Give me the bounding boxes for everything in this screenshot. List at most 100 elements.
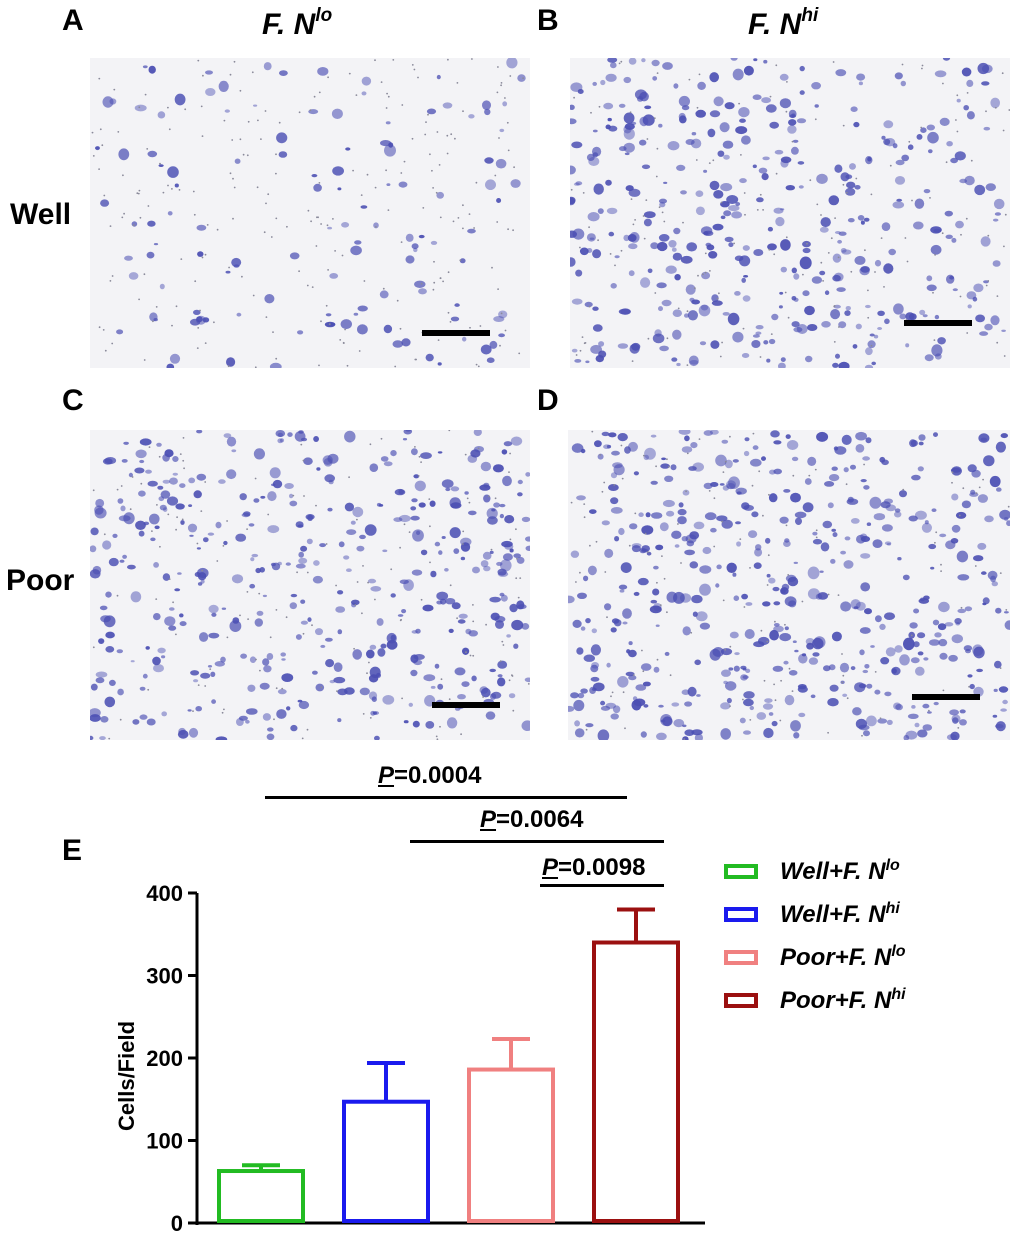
membrane-pore: [258, 592, 261, 595]
stained-cell: [116, 649, 123, 654]
stained-cell: [374, 735, 380, 740]
membrane-pore: [285, 616, 288, 619]
stained-cell: [120, 505, 126, 512]
stained-cell: [869, 496, 882, 509]
stained-cell: [179, 621, 187, 627]
stained-cell: [413, 659, 423, 666]
stained-cell: [224, 109, 230, 113]
stained-cell: [253, 498, 260, 503]
membrane-pore: [418, 455, 421, 458]
legend-swatch: [724, 863, 758, 879]
membrane-pore: [996, 341, 999, 344]
stained-cell: [90, 714, 101, 722]
membrane-pore: [815, 536, 818, 539]
stained-cell: [791, 146, 799, 155]
membrane-pore: [403, 160, 406, 163]
stained-cell: [246, 708, 258, 715]
stained-cell: [659, 345, 669, 352]
stained-cell: [743, 730, 751, 735]
stained-cell: [525, 536, 530, 542]
stained-cell: [1001, 329, 1006, 332]
membrane-pore: [951, 471, 954, 474]
stained-cell: [964, 606, 973, 612]
stained-cell: [881, 135, 886, 140]
stained-cell: [992, 714, 998, 718]
membrane-pore: [942, 82, 944, 85]
stained-cell: [938, 601, 950, 613]
stained-cell: [979, 331, 989, 336]
membrane-pore: [156, 504, 158, 506]
membrane-pore: [822, 280, 824, 282]
membrane-pore: [982, 478, 984, 481]
membrane-pore: [940, 570, 942, 572]
stained-cell: [651, 512, 663, 519]
stained-cell: [215, 521, 222, 529]
stained-cell: [607, 117, 612, 122]
stained-cell: [726, 480, 736, 489]
stained-cell: [312, 575, 323, 584]
stained-cell: [989, 475, 1001, 488]
stained-cell: [403, 720, 409, 724]
stained-cell: [956, 550, 969, 563]
stained-cell: [754, 548, 763, 557]
stained-cell: [913, 221, 924, 230]
membrane-pore: [791, 140, 794, 143]
stained-cell: [500, 559, 512, 572]
stained-cell: [755, 331, 762, 335]
stained-cell: [860, 533, 868, 540]
membrane-pore: [500, 312, 503, 315]
stained-cell: [671, 357, 678, 362]
stained-cell: [430, 570, 437, 578]
membrane-pore: [447, 271, 450, 274]
stained-cell: [382, 695, 395, 705]
stained-cell: [840, 172, 850, 182]
stained-cell: [572, 619, 582, 628]
stained-cell: [788, 670, 798, 676]
stained-cell: [844, 310, 851, 316]
stained-cell: [197, 251, 204, 257]
membrane-pore: [247, 120, 250, 123]
stained-cell: [109, 98, 117, 105]
stained-cell: [644, 447, 656, 460]
membrane-pore: [739, 538, 742, 540]
stained-cell: [993, 688, 998, 692]
membrane-pore: [579, 349, 582, 352]
stained-cell: [963, 105, 969, 111]
stained-cell: [161, 711, 167, 717]
stained-cell: [639, 139, 647, 146]
stained-cell: [380, 140, 392, 147]
stained-cell: [945, 234, 953, 239]
stained-cell: [319, 543, 326, 548]
stained-cell: [653, 565, 659, 570]
stained-cell: [934, 314, 940, 320]
stained-cell: [135, 449, 147, 459]
stained-cell: [678, 502, 684, 508]
stained-cell: [412, 529, 424, 542]
stained-cell: [196, 224, 207, 231]
stained-cell: [951, 524, 961, 533]
membrane-pore: [762, 209, 764, 211]
membrane-pore: [515, 577, 518, 580]
membrane-pore: [845, 191, 848, 194]
stained-cell: [643, 704, 649, 708]
membrane-pore: [450, 133, 453, 136]
membrane-pore: [933, 339, 936, 341]
membrane-pore: [775, 64, 778, 67]
stained-cell: [594, 440, 602, 448]
stained-cell: [768, 338, 776, 345]
stained-cell: [836, 287, 846, 292]
membrane-pore: [942, 689, 945, 692]
stained-cell: [262, 594, 267, 598]
stained-cell: [285, 562, 291, 566]
stained-cell: [604, 548, 614, 558]
membrane-pore: [522, 77, 524, 79]
stained-cell: [699, 622, 710, 630]
stained-cell: [205, 88, 216, 96]
membrane-pore: [336, 690, 338, 692]
stained-cell: [756, 712, 767, 720]
membrane-pore: [500, 82, 503, 84]
membrane-pore: [362, 565, 364, 567]
stained-cell: [944, 622, 954, 627]
stained-cell: [850, 106, 858, 112]
stained-cell: [610, 507, 623, 514]
